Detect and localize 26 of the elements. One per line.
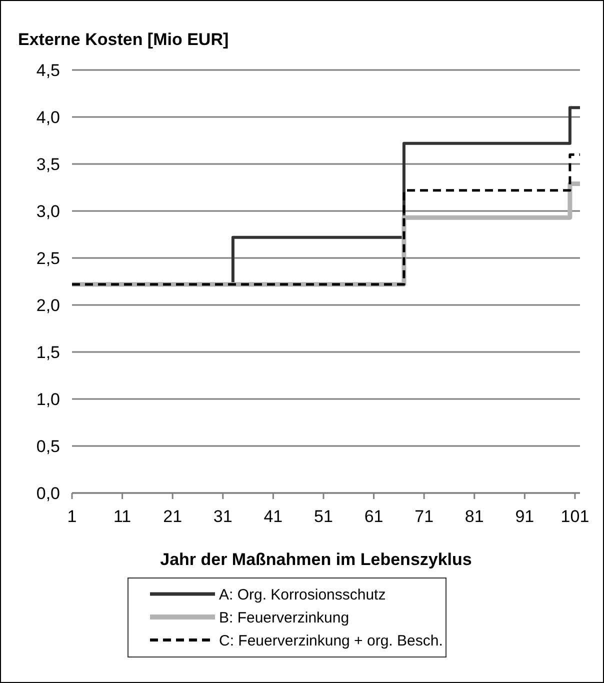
y-tick-label: 1,0 [36, 390, 60, 409]
legend-label: B: Feuerverzinkung [219, 609, 350, 626]
y-tick-label: 3,5 [36, 154, 60, 174]
x-tick-label: 11 [113, 507, 132, 526]
y-tick-label: 0,5 [36, 436, 60, 456]
y-tick-label: 0,0 [36, 484, 60, 503]
x-tick-label: 101 [560, 507, 590, 526]
legend-label: A: Org. Korrosionsschutz [219, 586, 386, 604]
y-tick-label: 2,0 [36, 296, 60, 315]
x-axis-title: Jahr der Maßnahmen im Lebenszyklus [160, 550, 472, 569]
x-tick-label: 51 [314, 507, 333, 526]
y-tick-label: 4,0 [36, 108, 60, 127]
x-tick-label: 91 [515, 507, 534, 526]
legend-label: C: Feuerverzinkung + org. Besch. [219, 632, 443, 650]
y-tick-label: 4,5 [36, 60, 60, 80]
x-tick-label: 71 [414, 507, 434, 526]
x-tick-label: 1 [67, 507, 77, 526]
chart-title: Externe Kosten [Mio EUR] [18, 30, 229, 49]
x-tick-label: 21 [163, 507, 182, 526]
x-tick-label: 61 [364, 507, 384, 526]
x-tick-label: 81 [464, 507, 484, 526]
x-tick-label: 41 [264, 507, 283, 526]
y-tick-label: 2,5 [36, 248, 60, 268]
y-tick-label: 1,5 [36, 342, 60, 362]
x-tick-label: 31 [213, 507, 232, 526]
y-tick-label: 3,0 [36, 202, 60, 221]
